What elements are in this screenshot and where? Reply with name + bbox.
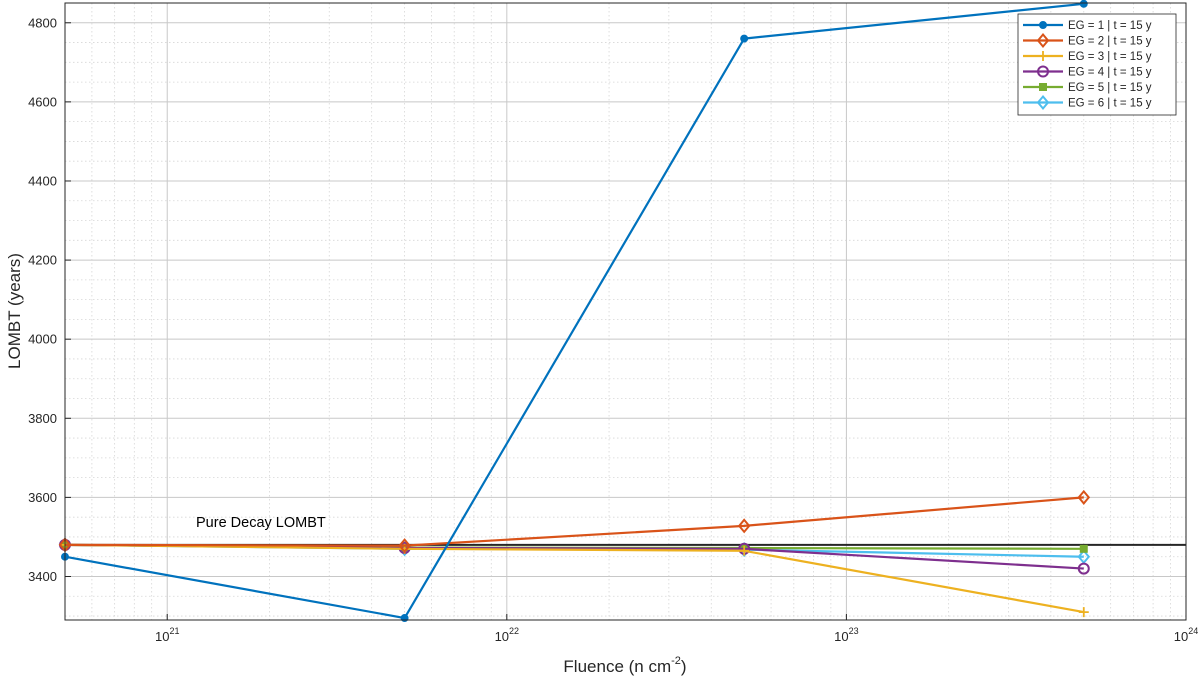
legend-item: EG = 5 | t = 15 y — [1023, 82, 1152, 94]
data-point — [1038, 51, 1048, 61]
legend-item: EG = 3 | t = 15 y — [1023, 51, 1152, 63]
data-point — [1037, 65, 1049, 78]
legend-item: EG = 6 | t = 15 y — [1023, 94, 1152, 111]
legend-item: EG = 2 | t = 15 y — [1023, 32, 1152, 49]
legend-item: EG = 4 | t = 15 y — [1023, 65, 1152, 79]
data-point — [1078, 607, 1089, 618]
series-line — [64, 543, 1084, 614]
axes — [64, 2, 1187, 621]
legend-label: EG = 4 | t = 15 y — [1068, 67, 1152, 79]
y-tick-label: 3800 — [28, 411, 57, 426]
series-line — [64, 496, 1084, 547]
data-point — [1039, 21, 1047, 29]
x-tick-label: 1022 — [495, 626, 519, 644]
data-point — [739, 545, 750, 556]
y-tick-label: 4600 — [28, 94, 57, 109]
data-point — [1079, 0, 1088, 8]
y-axis-title: LOMBT (years) — [5, 253, 24, 369]
data-point — [740, 34, 749, 43]
series-group — [58, 0, 1091, 623]
x-tick-label: 1024 — [1174, 626, 1198, 644]
legend-label: EG = 6 | t = 15 y — [1068, 98, 1152, 110]
x-axis-title: Fluence (n cm-2) — [563, 655, 686, 676]
data-point — [737, 518, 751, 534]
legend-label: EG = 3 | t = 15 y — [1068, 51, 1152, 63]
data-point — [1077, 562, 1090, 575]
data-point — [1077, 489, 1091, 505]
series-line — [64, 2, 1084, 620]
data-point — [1036, 94, 1050, 111]
y-tick-label: 3600 — [28, 490, 57, 505]
y-tick-label: 4000 — [28, 332, 57, 347]
series-eg-2 — [58, 489, 1091, 554]
y-tick-label: 3400 — [28, 569, 57, 584]
x-tick-label: 1021 — [155, 626, 179, 644]
y-tick-label: 4800 — [28, 15, 57, 30]
legend-label: EG = 1 | t = 15 y — [1068, 20, 1152, 32]
data-point — [398, 538, 411, 554]
data-point — [1036, 32, 1050, 49]
reference-line-label: Pure Decay LOMBT — [196, 515, 326, 531]
legend: EG = 1 | t = 15 y EG = 2 | t = 15 y EG = 3… — [1017, 13, 1177, 116]
y-tick-label: 4200 — [28, 253, 57, 268]
y-tick-label: 4400 — [28, 173, 57, 188]
axes-box — [64, 2, 1187, 621]
legend-item: EG = 1 | t = 15 y — [1023, 20, 1152, 32]
data-point — [1039, 83, 1047, 91]
legend-label: EG = 2 | t = 15 y — [1068, 36, 1152, 48]
tick-labels: 1021 1022 1023 1024 3400 3600 3800 4000 4200 4400… — [28, 15, 1198, 644]
data-point — [1079, 544, 1088, 553]
legend-label: EG = 5 | t = 15 y — [1068, 82, 1152, 94]
series-eg-3 — [60, 539, 1089, 618]
x-tick-label: 1023 — [834, 626, 858, 644]
